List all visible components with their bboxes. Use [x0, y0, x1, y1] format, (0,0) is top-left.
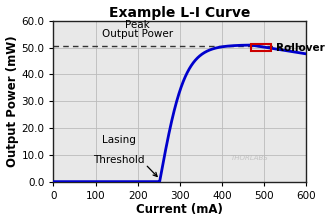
Y-axis label: Output Power (mW): Output Power (mW)	[6, 35, 18, 167]
Text: Rollover: Rollover	[276, 43, 325, 53]
Bar	[251, 44, 271, 51]
Text: Output Power: Output Power	[102, 30, 173, 40]
Text: THORLABS: THORLABS	[230, 155, 268, 161]
Text: Peak: Peak	[125, 20, 150, 30]
X-axis label: Current (mA): Current (mA)	[136, 203, 223, 216]
Title: Example L-I Curve: Example L-I Curve	[109, 6, 250, 20]
Text: Lasing: Lasing	[102, 135, 136, 145]
Text: Threshold: Threshold	[93, 155, 145, 165]
